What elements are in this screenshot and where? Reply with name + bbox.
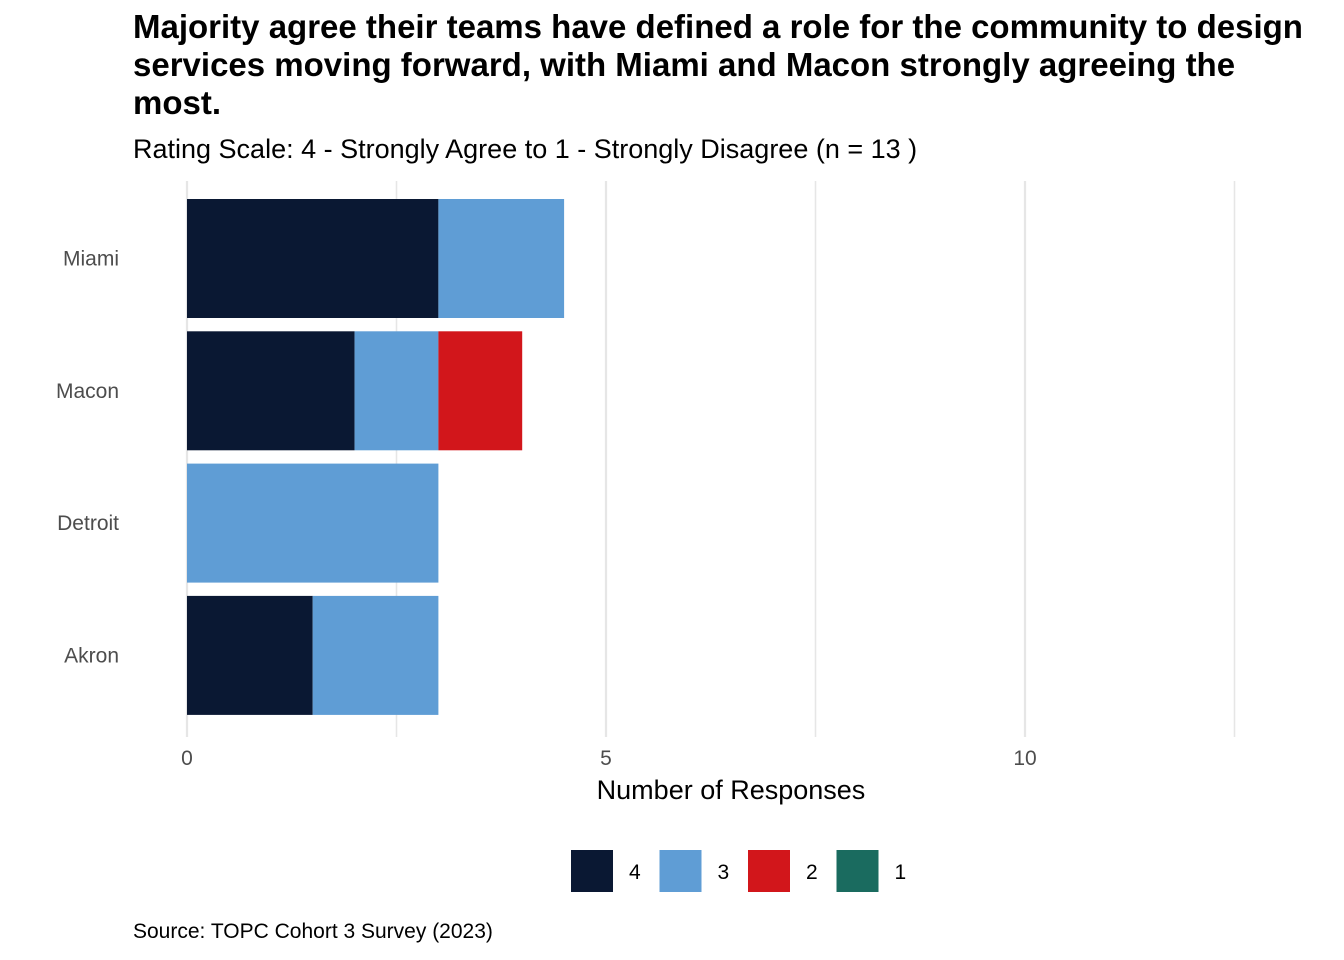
source-caption: Source: TOPC Cohort 3 Survey (2023) bbox=[133, 920, 493, 943]
bar-detroit-rating-3 bbox=[187, 463, 439, 583]
x-tick-label: 0 bbox=[181, 747, 193, 770]
bar-akron-rating-3 bbox=[312, 595, 439, 715]
bar-macon-rating-4 bbox=[187, 331, 355, 451]
x-axis-title: Number of Responses bbox=[597, 775, 866, 805]
bar-akron-rating-4 bbox=[187, 595, 313, 715]
legend-key-4 bbox=[571, 850, 613, 892]
legend-label-1: 1 bbox=[895, 861, 907, 884]
bars bbox=[187, 199, 565, 715]
legend-key-1 bbox=[836, 850, 879, 892]
chart-subtitle: Rating Scale: 4 - Strongly Agree to 1 - … bbox=[133, 134, 918, 164]
bar-miami-rating-3 bbox=[438, 199, 565, 318]
legend-label-4: 4 bbox=[629, 861, 641, 884]
bar-miami-rating-4 bbox=[187, 199, 439, 318]
legend-key-3 bbox=[659, 850, 702, 892]
y-tick-label-macon: Macon bbox=[56, 380, 119, 403]
legend-key-2 bbox=[748, 850, 790, 892]
legend: 4 3 2 1 bbox=[571, 850, 906, 892]
legend-label-2: 2 bbox=[806, 861, 818, 884]
legend-label-3: 3 bbox=[718, 861, 730, 884]
bar-macon-rating-3 bbox=[354, 331, 439, 451]
chart-title: Majority agree their teams have defined … bbox=[133, 8, 1303, 121]
x-tick-label: 10 bbox=[1013, 747, 1036, 770]
x-axis-labels: 0 5 10 bbox=[181, 747, 1037, 770]
x-tick-label: 5 bbox=[600, 747, 612, 770]
y-tick-label-miami: Miami bbox=[63, 248, 119, 271]
y-tick-label-akron: Akron bbox=[64, 644, 119, 667]
y-axis-labels: Miami Macon Detroit Akron bbox=[56, 248, 119, 668]
bar-macon-rating-2 bbox=[438, 331, 523, 451]
y-tick-label-detroit: Detroit bbox=[57, 512, 119, 535]
